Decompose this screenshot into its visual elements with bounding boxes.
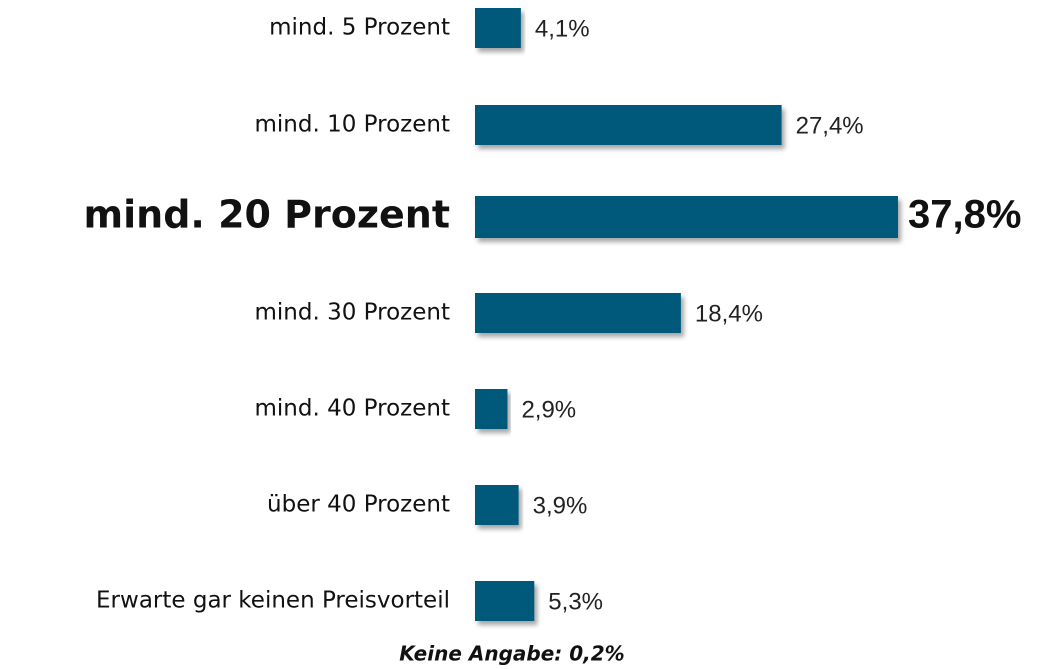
value-label: 3,9% (533, 492, 588, 519)
bar (475, 105, 782, 145)
value-label: 2,9% (521, 396, 576, 423)
annotation: Keine Angabe: 0,2% (399, 642, 624, 666)
category-label: über 40 Prozent (267, 492, 450, 518)
category-label: Erwarte gar keinen Preisvorteil (96, 588, 450, 614)
category-label: mind. 30 Prozent (255, 300, 450, 326)
bar (475, 485, 519, 525)
value-label: 5,3% (548, 588, 603, 615)
value-label: 27,4% (796, 112, 864, 139)
value-label: 37,8% (908, 193, 1021, 237)
bar (475, 293, 681, 333)
category-label: mind. 20 Prozent (84, 193, 450, 237)
bar (475, 196, 898, 238)
category-label: mind. 40 Prozent (255, 396, 450, 422)
bar (475, 8, 521, 48)
category-label: mind. 10 Prozent (255, 112, 450, 138)
value-label: 4,1% (535, 15, 590, 42)
category-label: mind. 5 Prozent (269, 15, 450, 41)
bar (475, 389, 508, 429)
value-label: 18,4% (695, 300, 763, 327)
bar (475, 581, 535, 621)
